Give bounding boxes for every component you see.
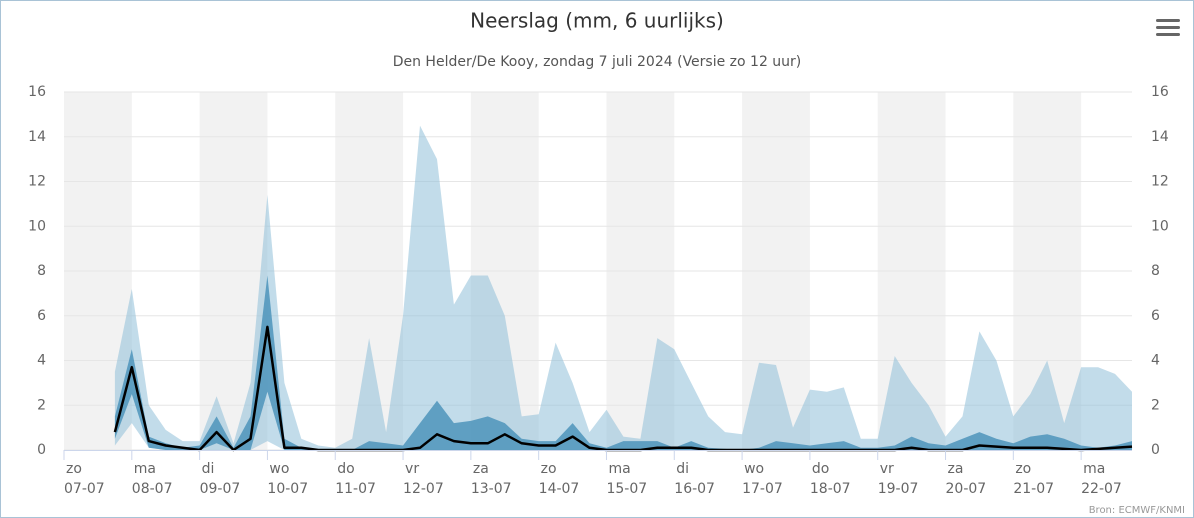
menu-bar[interactable]: [1156, 26, 1180, 29]
x-tick-label: vr: [880, 461, 894, 477]
y2-tick-label: 14: [1151, 129, 1169, 145]
y-tick-label: 2: [37, 397, 46, 413]
x-tick-label: di: [202, 461, 215, 477]
x-tick-label: 20-07: [946, 481, 987, 497]
x-tick-label: 10-07: [267, 481, 308, 497]
range-area: [114, 125, 1132, 450]
y-tick-label: 14: [28, 129, 46, 145]
x-tick-label: 22-07: [1081, 481, 1122, 497]
x-tick-label: wo: [269, 461, 289, 477]
y2-tick-label: 8: [1151, 263, 1160, 279]
x-tick-label: do: [812, 461, 829, 477]
chart-title: Neerslag (mm, 6 uurlijks): [470, 9, 724, 33]
y2-tick-label: 16: [1151, 84, 1169, 100]
menu-button[interactable]: [1156, 19, 1180, 36]
x-tick-label: zo: [1015, 461, 1031, 477]
menu-bar[interactable]: [1156, 19, 1180, 22]
x-tick-label: zo: [541, 461, 557, 477]
chart-subtitle: Den Helder/De Kooy, zondag 7 juli 2024 (…: [393, 54, 802, 70]
x-tick-label: vr: [405, 461, 419, 477]
x-tick-label: do: [337, 461, 354, 477]
x-tick-label: di: [676, 461, 689, 477]
y2-tick-label: 6: [1151, 308, 1160, 324]
x-tick-label: 14-07: [539, 481, 580, 497]
x-tick-label: 18-07: [810, 481, 851, 497]
y-tick-label: 0: [37, 442, 46, 458]
y2-tick-label: 4: [1151, 353, 1160, 369]
y2-tick-label: 10: [1151, 218, 1169, 234]
x-tick-label: 11-07: [335, 481, 376, 497]
y2-tick-label: 0: [1151, 442, 1160, 458]
y2-tick-label: 2: [1151, 397, 1160, 413]
x-tick-label: 13-07: [471, 481, 512, 497]
menu-bar[interactable]: [1156, 33, 1180, 36]
x-tick-label: wo: [744, 461, 764, 477]
axes: zo 07-07 ma 08-07 di 09-07 wo 10-07 do 11-07 vr 12-…: [28, 84, 1169, 497]
x-tick-label: ma: [134, 461, 156, 477]
x-tick-label: 12-07: [403, 481, 444, 497]
x-tick-label: za: [473, 461, 489, 477]
y-tick-label: 12: [28, 174, 46, 190]
x-tick-label: 09-07: [200, 481, 241, 497]
x-tick-label: 19-07: [878, 481, 919, 497]
credits: Bron: ECMWF/KNMI: [1089, 505, 1185, 516]
x-tick-label: zo: [66, 461, 82, 477]
x-tick-label: 08-07: [132, 481, 173, 497]
y-tick-label: 16: [28, 84, 46, 100]
x-tick-label: ma: [1083, 461, 1105, 477]
x-tick-label: 21-07: [1013, 481, 1054, 497]
x-tick-label: 07-07: [64, 481, 105, 497]
x-tick-label: za: [948, 461, 964, 477]
x-tick-label: 16-07: [674, 481, 715, 497]
y-tick-label: 10: [28, 218, 46, 234]
x-tick-label: 15-07: [606, 481, 647, 497]
x-tick-label: ma: [608, 461, 630, 477]
y2-tick-label: 12: [1151, 174, 1169, 190]
y-tick-label: 4: [37, 353, 46, 369]
y-tick-label: 6: [37, 308, 46, 324]
x-tick-label: 17-07: [742, 481, 783, 497]
y-tick-label: 8: [37, 263, 46, 279]
